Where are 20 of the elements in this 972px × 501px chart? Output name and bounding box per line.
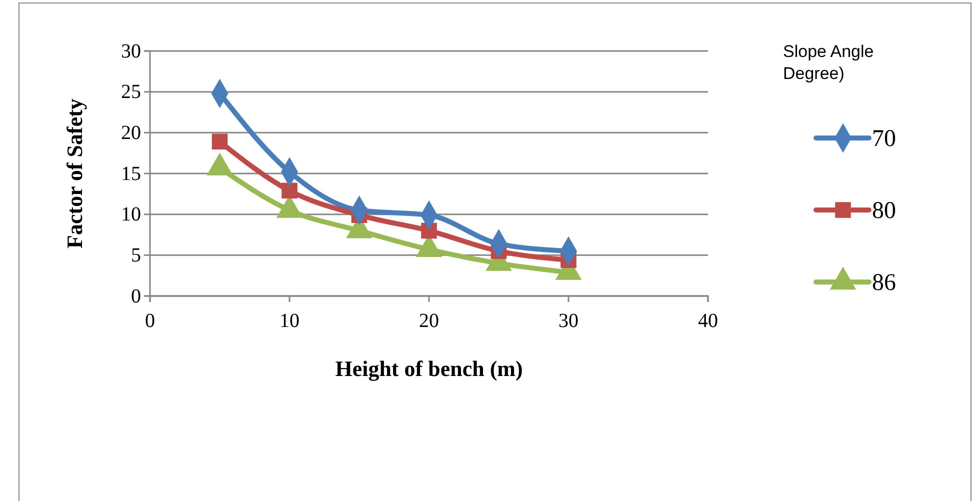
x-tick-label: 40 (698, 310, 718, 332)
legend-title: Slope Angle Degree) (783, 42, 874, 84)
x-tick-label: 0 (145, 310, 155, 332)
y-tick-label: 10 (121, 204, 141, 226)
legend-label: 70 (872, 126, 896, 152)
point (212, 134, 228, 150)
y-tick-label: 30 (121, 40, 141, 62)
point (282, 182, 298, 199)
legend-label: 80 (872, 198, 896, 224)
x-tick-label: 30 (558, 310, 578, 332)
y-tick-label: 25 (121, 81, 141, 104)
legend-label: 86 (872, 270, 896, 296)
x-tick-label: 10 (280, 310, 300, 332)
x-tick-label: 20 (419, 310, 439, 332)
y-tick-label: 20 (121, 122, 141, 144)
y-axis-title: Factor of Safety (62, 98, 87, 248)
y-tick-label: 0 (131, 285, 141, 308)
y-tick-label: 5 (131, 244, 141, 267)
y-tick-label: 15 (121, 162, 141, 185)
x-axis-title: Height of bench (m) (335, 356, 523, 381)
